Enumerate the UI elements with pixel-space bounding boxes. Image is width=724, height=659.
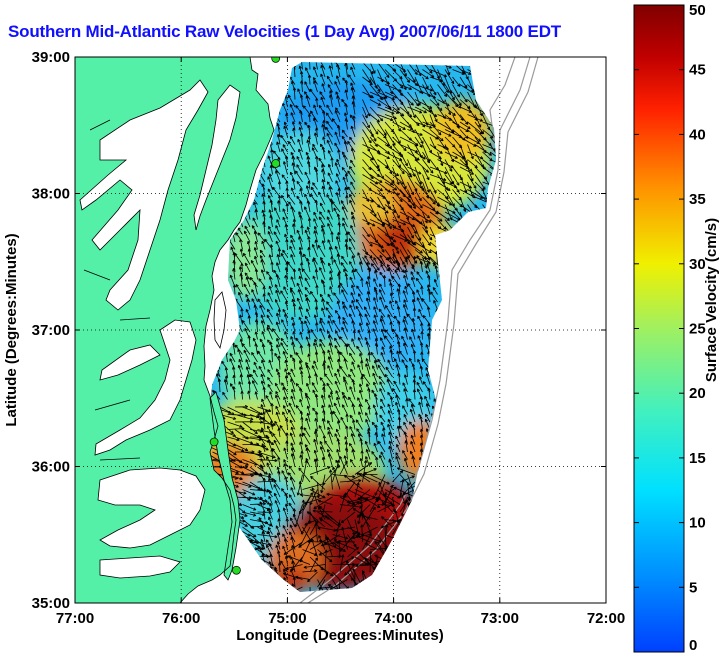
grid-lines [75, 57, 606, 603]
radar-station-marker [271, 57, 281, 63]
x-tick-label: 76:00 [162, 610, 200, 627]
x-tick-label: 77:00 [56, 610, 94, 627]
velocity-field [205, 62, 496, 592]
x-axis-ticks: 77:00 76:00 75:00 74:00 73:00 72:00 [56, 57, 625, 627]
x-tick-label: 75:00 [268, 610, 306, 627]
y-tick-label: 38:00 [32, 186, 70, 203]
y-tick-label: 39:00 [32, 49, 70, 66]
x-tick-label: 73:00 [481, 610, 519, 627]
radar-stations [209, 57, 281, 575]
y-tick-label: 35:00 [32, 595, 70, 612]
x-axis-label: Longitude (Degrees:Minutes) [236, 627, 444, 644]
y-axis-label: Latitude (Degrees:Minutes) [3, 233, 20, 426]
y-tick-label: 36:00 [32, 459, 70, 476]
radar-station-marker [232, 565, 241, 575]
map-title: Southern Mid-Atlantic Raw Velocities (1 … [8, 22, 561, 41]
y-axis-ticks: 35:00 36:00 37:00 38:00 39:00 [32, 49, 606, 612]
land-mass [75, 57, 275, 603]
radar-station-marker [271, 159, 281, 168]
x-tick-label: 74:00 [374, 610, 412, 627]
y-tick-label: 37:00 [32, 322, 70, 339]
x-tick-label: 72:00 [587, 610, 625, 627]
radar-station-marker [209, 437, 219, 447]
